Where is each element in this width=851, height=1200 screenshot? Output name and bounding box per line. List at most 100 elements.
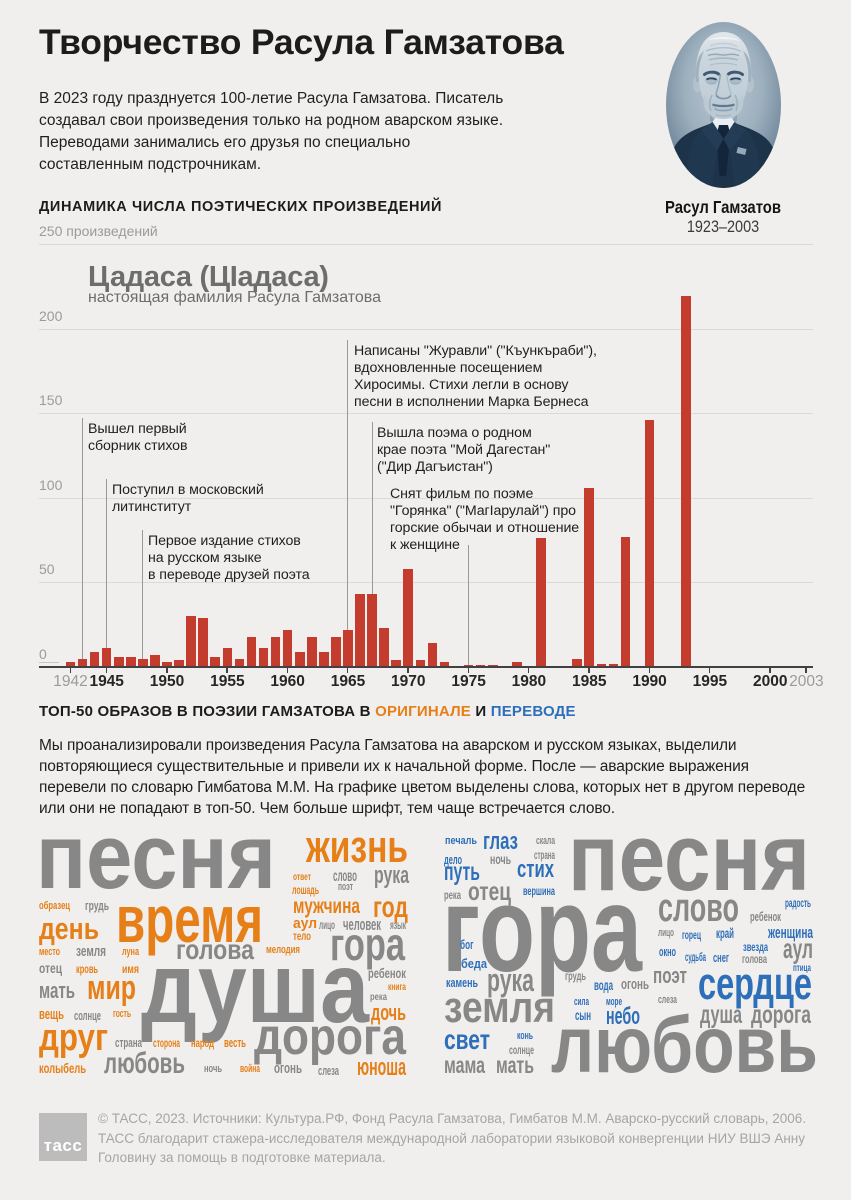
y-axis-label: 50 (39, 561, 55, 578)
cloud-word: мелодия (266, 944, 300, 957)
cloud-word: лицо (319, 920, 335, 933)
portrait-name: Расул Гамзатов (664, 197, 782, 217)
bar-1960 (282, 629, 293, 667)
bar-1945 (101, 648, 112, 667)
x-tick (648, 668, 651, 673)
cloud-word: гора (442, 861, 642, 998)
cloud-word: день (39, 910, 99, 946)
cloud-word: край (716, 925, 734, 942)
cloud-word: гора (330, 917, 405, 970)
cloud-word: земля (444, 982, 555, 1032)
y-axis-label: 150 (39, 392, 63, 409)
bar-1984 (572, 658, 582, 667)
cloud-word: вода (594, 977, 613, 993)
cloud-word: дочь (371, 999, 406, 1025)
cloud-word: луна (122, 946, 139, 959)
y-axis-label: 0 (39, 646, 47, 662)
gridline (39, 328, 813, 330)
cloud-word: сын (575, 1007, 591, 1024)
x-axis-label: 1975 (451, 673, 486, 690)
cloud-word: юноша (357, 1054, 406, 1082)
x-axis-label: 1965 (330, 673, 366, 690)
cloud-word: море (606, 996, 622, 1009)
bar-chart: 250 произведений Цадаса (ЦIадаса) настоя… (39, 224, 824, 690)
bar-1971 (415, 660, 426, 667)
zero-label-tick (39, 661, 59, 663)
cloud-word: тело (293, 929, 311, 944)
cloud-word: отец (39, 960, 62, 977)
annotation-line (468, 545, 470, 667)
x-axis (39, 666, 813, 668)
cloud-word: аул (783, 932, 813, 964)
portrait-illustration (666, 22, 781, 188)
cloud-word: бог (460, 936, 474, 952)
bar-1956 (234, 658, 245, 667)
cloud-word: песня (568, 803, 810, 911)
x-tick (105, 668, 108, 673)
cloud-word: камень (446, 974, 478, 990)
cloud-word: колыбель (39, 1060, 86, 1077)
bar-1981 (536, 538, 546, 667)
annotation-text: Вышла поэма о родном крае поэта "Мой Даг… (377, 425, 551, 475)
cloud-word: народ (191, 1036, 214, 1051)
cloud-word: аул (293, 915, 317, 933)
gridline (39, 497, 813, 499)
bar-1967 (367, 594, 377, 667)
bar-1954 (210, 656, 221, 667)
cloud-heading-original: ОРИГИНАЛЕ (375, 703, 472, 720)
cloud-heading-and: И (471, 703, 491, 720)
x-tick (805, 668, 807, 673)
bar-1985 (584, 487, 595, 667)
cloud-word: кровь (76, 962, 98, 977)
bar-1964 (331, 636, 341, 667)
cloud-word: весть (224, 1034, 246, 1050)
cloud-word: человек (343, 915, 381, 935)
cloud-word: сердце (698, 958, 812, 1010)
cloud-word: ребенок (368, 965, 406, 982)
cloud-word: дорога (254, 1007, 406, 1066)
chart-inner-subtitle: настоящая фамилия Расула Гамзатова (88, 289, 381, 306)
cloud-word: место (39, 946, 60, 959)
x-tick (286, 668, 289, 673)
x-axis-label: 1980 (511, 673, 547, 690)
cloud-word: грудь (565, 969, 586, 984)
x-axis-label: 1985 (572, 673, 607, 690)
cloud-word: мужчина (293, 895, 360, 919)
cloud-word: имя (122, 962, 139, 977)
cloud-word: река (370, 990, 387, 1003)
gridline (39, 244, 813, 245)
cloud-heading-prefix: ТОП-50 ОБРАЗОВ В ПОЭЗИИ ГАМЗАТОВА В (39, 703, 376, 720)
cloud-word: сила (574, 996, 589, 1009)
cloud-word: дорога (751, 1000, 811, 1029)
bar-1952 (186, 616, 196, 667)
x-tick (467, 668, 470, 673)
portrait-years: 1923–2003 (686, 216, 760, 236)
cloud-word: солнце (74, 1007, 101, 1023)
x-tick (708, 668, 711, 673)
bar-1946 (113, 656, 124, 667)
bar-1961 (294, 651, 305, 667)
cloud-word: солнце (509, 1043, 534, 1058)
bar-1948 (138, 658, 148, 667)
cloud-word: ответ (293, 870, 311, 883)
cloud-word: страна (115, 1034, 142, 1050)
x-tick (346, 668, 349, 673)
bar-1979 (512, 661, 522, 667)
cloud-word: дело (444, 851, 462, 867)
bar-1949 (150, 655, 160, 667)
bar-1993 (680, 296, 691, 667)
cloud-word: душа (141, 932, 369, 1045)
cloud-word: земля (76, 943, 106, 961)
cloud-word: мама (444, 1052, 485, 1079)
cloud-word: отец (468, 876, 511, 907)
cloud-word: поэт (653, 962, 687, 988)
tass-logo: тасс (39, 1113, 87, 1161)
cloud-word: песня (36, 805, 276, 908)
cloud-word: стих (517, 856, 554, 884)
bar-1968 (379, 628, 389, 667)
cloud-word: звезда (743, 940, 768, 955)
x-axis-label: 1955 (210, 673, 245, 690)
bar-1962 (306, 636, 317, 667)
bar-1969 (391, 660, 402, 667)
